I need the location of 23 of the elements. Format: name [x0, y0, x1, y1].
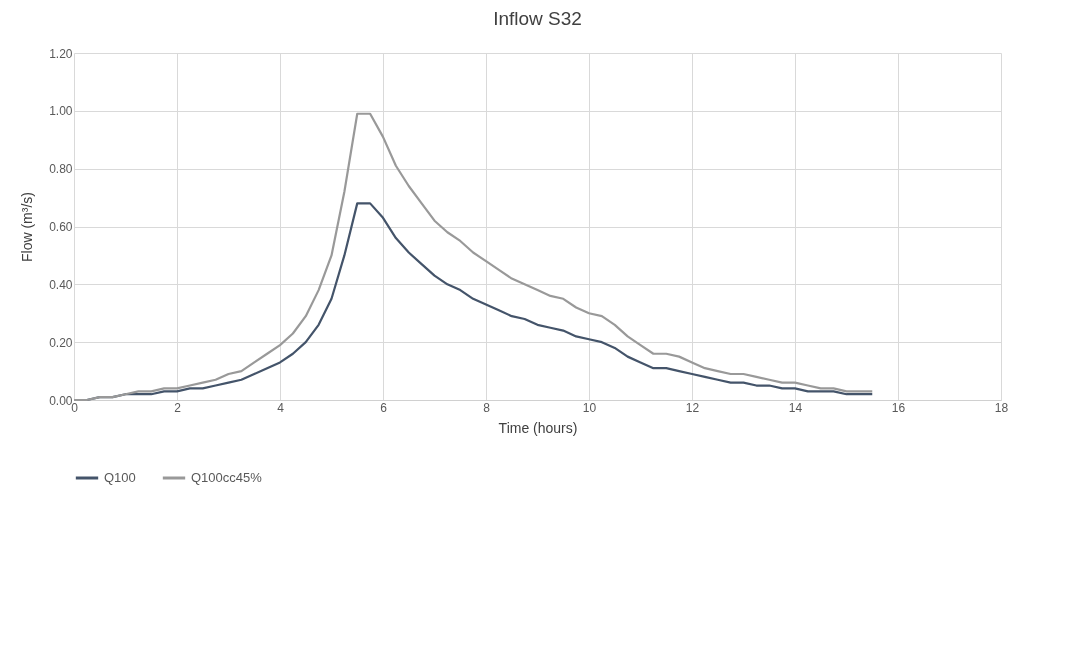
y-tick-label: 0.40 [49, 277, 73, 292]
chart-title: Inflow S32 [493, 8, 582, 29]
y-axis-title: Flow (m³/s) [19, 192, 36, 262]
x-tick-label: 2 [174, 400, 182, 415]
x-tick-label: 10 [582, 400, 597, 415]
y-tick-label: 1.20 [49, 46, 73, 61]
x-tick-label: 6 [380, 400, 388, 415]
legend-label: Q100 [104, 470, 136, 485]
legend-label: Q100cc45% [191, 470, 263, 485]
x-tick-label: 16 [891, 400, 906, 415]
y-tick-label: 1.00 [49, 104, 73, 119]
y-tick-label: 0.20 [49, 335, 73, 350]
line-series [72, 112, 874, 402]
x-tick-label: 18 [994, 400, 1009, 415]
x-tick-label: 12 [685, 400, 700, 415]
x-tick-label: 0 [71, 400, 79, 415]
x-tick-label: 4 [277, 400, 285, 415]
y-tick-label: 0.80 [49, 162, 73, 177]
x-tick-label: 14 [788, 400, 803, 415]
x-tick-label: 8 [483, 400, 491, 415]
x-axis-title: Time (hours) [498, 419, 578, 436]
y-tick-label: 0.60 [49, 220, 73, 234]
y-tick-label: 0.00 [49, 393, 73, 408]
